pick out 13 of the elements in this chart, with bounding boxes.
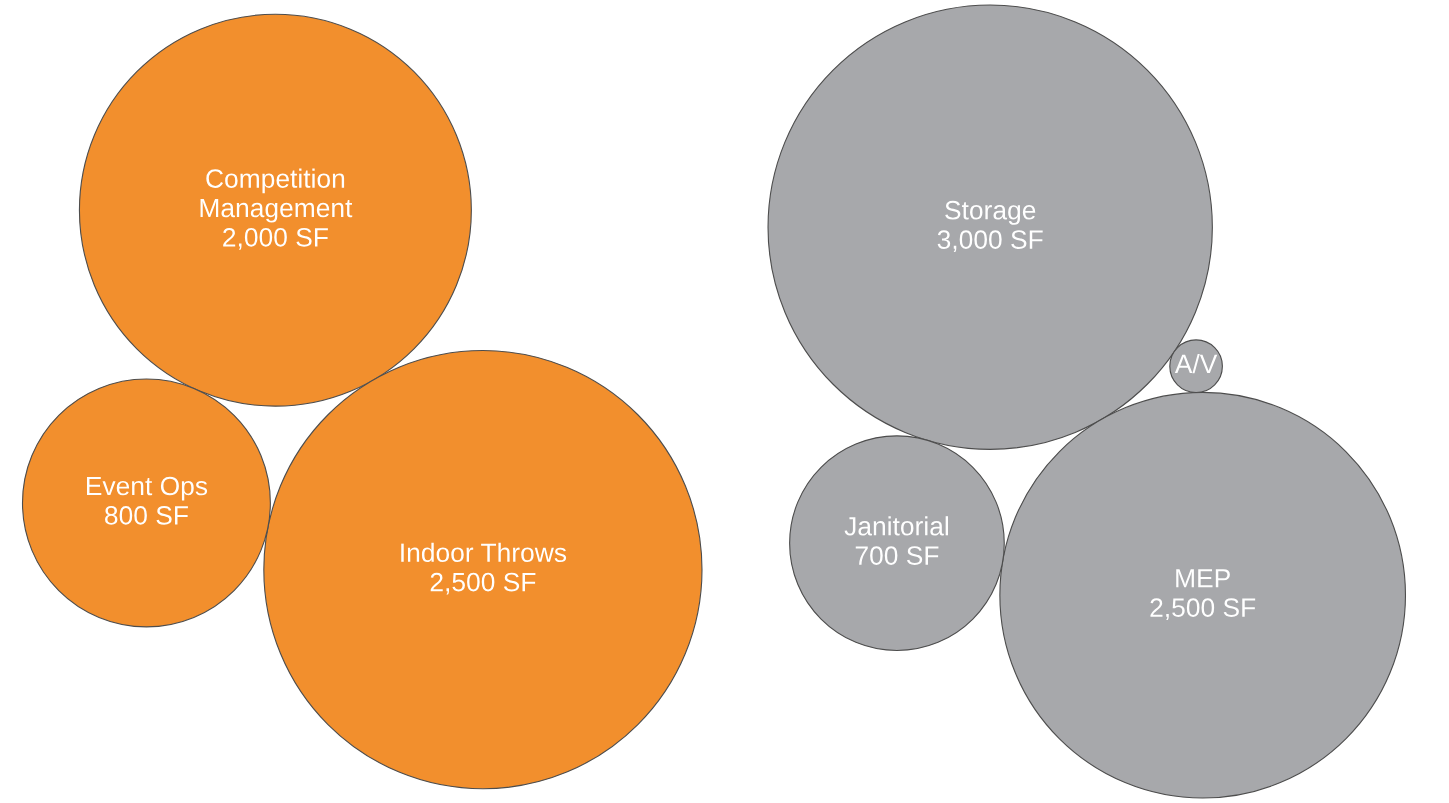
data-label: 3,000 SF bbox=[937, 230, 1043, 253]
category-label: Storage bbox=[945, 200, 1036, 225]
category-label: MEP bbox=[1176, 569, 1230, 588]
category-label: A/V bbox=[1174, 353, 1218, 374]
data-label: 2,000 SF bbox=[223, 227, 328, 250]
data-label: 800 SF bbox=[105, 506, 188, 525]
category-label: Event Ops bbox=[87, 476, 208, 501]
category-label: Janitorial bbox=[844, 516, 948, 536]
data-label: 2,500 SF bbox=[430, 572, 536, 595]
category-label: Competition Management bbox=[200, 168, 353, 223]
category-label: Indoor Throws bbox=[401, 542, 567, 563]
data-label: 2,500 SF bbox=[1150, 598, 1256, 621]
data-label: 700 SF bbox=[855, 546, 939, 565]
